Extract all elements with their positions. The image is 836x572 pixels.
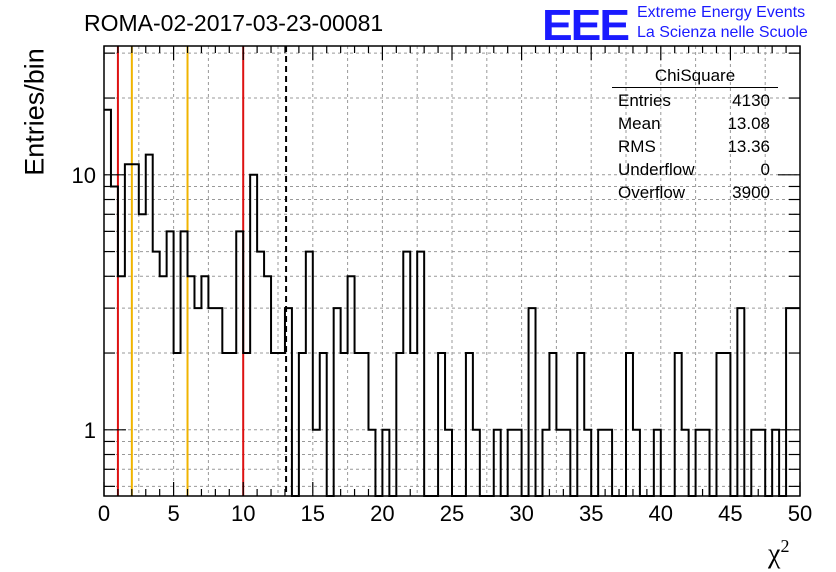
reference-lines [116,46,288,496]
stats-value: 3900 [732,183,770,202]
stats-label: Overflow [618,183,686,202]
x-axis-label-base: χ [768,538,781,570]
stats-label: Underflow [618,160,695,179]
stats-row-mean: Mean 13.08 [612,112,778,135]
x-tick-label: 25 [440,501,464,526]
x-tick-label: 50 [788,501,812,526]
y-axis-label: Entries/bin [19,48,50,176]
x-tick-label: 10 [231,501,255,526]
stats-label: RMS [618,137,656,156]
stats-box: ChiSquare Entries 4130 Mean 13.08 RMS 13.36… [612,66,778,204]
stats-title: ChiSquare [612,66,778,88]
x-axis-label: χ2 [768,536,789,570]
plot-frame [103,45,801,497]
x-tick-label: 35 [579,501,603,526]
logo-line-2: La Scienza nelle Scuole [637,24,808,41]
stats-row-entries: Entries 4130 [612,89,778,112]
grid [104,46,800,496]
chart-title: ROMA-02-2017-03-23-00081 [84,10,384,36]
stats-value: 4130 [732,91,770,110]
x-tick-label: 45 [718,501,742,526]
x-axis-label-superscript: 2 [780,536,790,556]
x-tick-label: 40 [649,501,673,526]
stats-value: 0 [760,160,770,179]
histogram-series [104,108,800,497]
x-tick-label: 0 [98,501,110,526]
eee-logo: EEE [542,0,630,50]
x-tick-label: 15 [301,501,325,526]
logo-line-1: Extreme Energy Events [637,4,806,21]
stats-row-rms: RMS 13.36 [612,135,778,158]
stats-label: Entries [618,91,671,110]
y-tick-label: 1 [84,418,96,443]
stats-label: Mean [618,114,661,133]
stats-row-overflow: Overflow 3900 [612,181,778,204]
stats-value: 13.36 [727,137,770,156]
y-tick-label: 10 [72,163,96,188]
x-tick-label: 5 [167,501,179,526]
axes: 0 5 10 15 20 25 30 35 40 45 50 1 10 [72,46,812,526]
stats-row-underflow: Underflow 0 [612,158,778,181]
stats-value: 13.08 [727,114,770,133]
x-tick-label: 30 [509,501,533,526]
x-tick-label: 20 [370,501,394,526]
